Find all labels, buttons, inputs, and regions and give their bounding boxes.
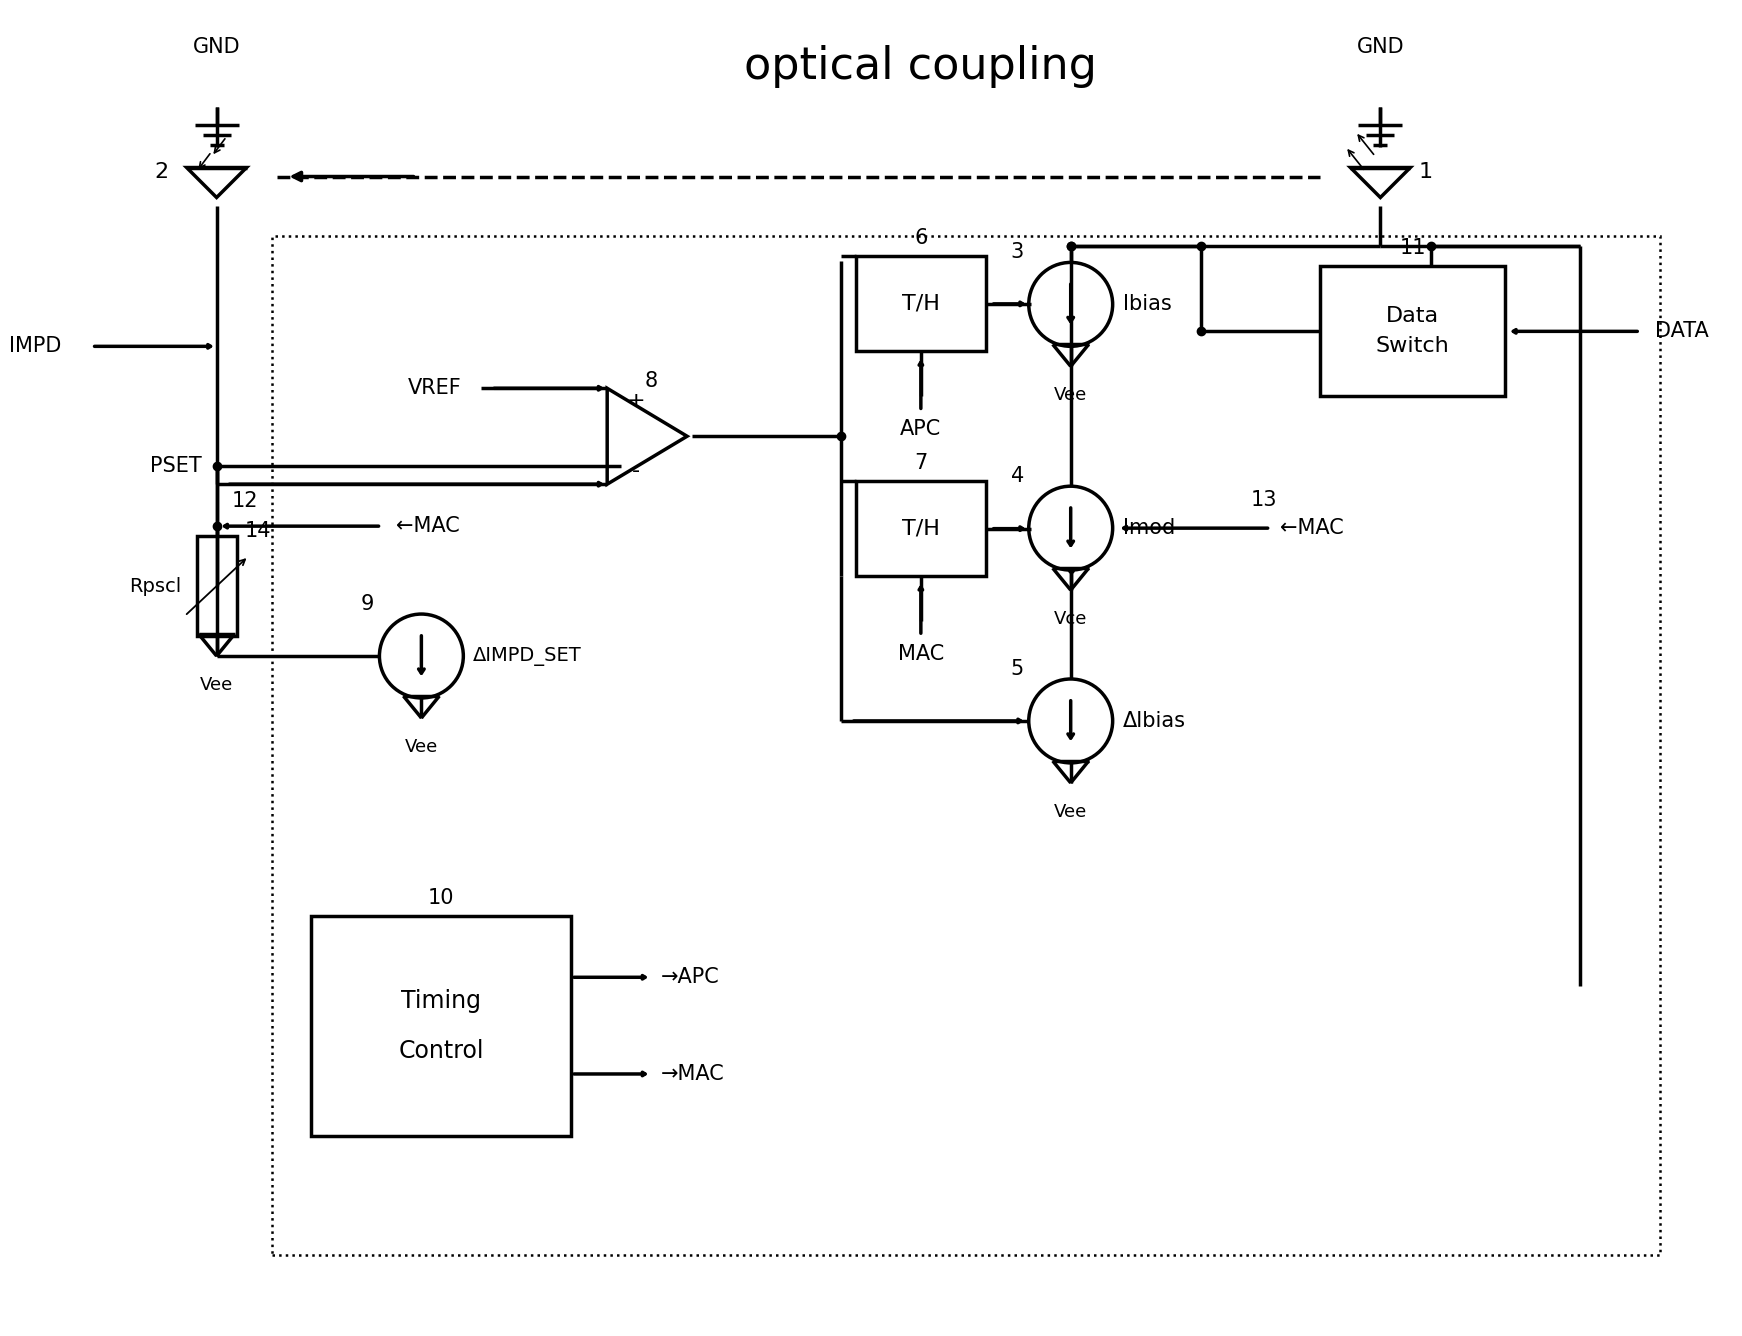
Text: 14: 14 [244,521,272,541]
Text: →MAC: →MAC [662,1063,725,1083]
Text: GND: GND [1357,36,1404,56]
Text: Vee: Vee [200,676,233,693]
Text: VREF: VREF [408,378,462,398]
Text: 4: 4 [1010,466,1024,486]
Text: 3: 3 [1010,242,1024,262]
Text: ←MAC: ←MAC [1280,518,1345,538]
Text: 11: 11 [1399,238,1427,258]
Text: 6: 6 [915,228,927,248]
Text: +: + [627,391,646,411]
Text: optical coupling: optical coupling [744,45,1097,88]
Text: Vce: Vce [1054,611,1087,628]
Text: -: - [632,461,641,481]
Text: MAC: MAC [897,644,944,664]
Bar [197,536,237,636]
Text: GND: GND [193,36,240,56]
Circle shape [1030,679,1113,763]
Bar [855,481,986,576]
Text: →APC: →APC [662,967,719,987]
Text: DATA: DATA [1655,322,1709,342]
Circle shape [380,615,463,697]
Text: Control: Control [399,1038,484,1062]
Text: T/H: T/H [902,294,939,314]
Text: 12: 12 [232,492,258,512]
Text: Switch: Switch [1376,337,1449,357]
Text: ΔIbias: ΔIbias [1122,711,1186,731]
Text: PSET: PSET [150,456,202,476]
Text: APC: APC [901,420,941,440]
Text: ←MAC: ←MAC [397,516,460,536]
Text: IMPD: IMPD [9,337,61,357]
Text: Vee: Vee [1054,386,1087,405]
Text: Vee: Vee [1054,803,1087,820]
Circle shape [1030,486,1113,570]
Circle shape [1030,262,1113,346]
Text: Data: Data [1387,306,1439,326]
Text: ΔIMPD_SET: ΔIMPD_SET [474,647,582,665]
Text: Imod: Imod [1122,518,1174,538]
Text: 2: 2 [155,162,169,182]
Text: Timing: Timing [401,989,481,1013]
Text: 8: 8 [645,371,658,391]
Text: 1: 1 [1418,162,1432,182]
Bar [272,236,1660,1256]
Text: 13: 13 [1251,490,1277,510]
Text: Rpscl: Rpscl [129,577,181,596]
Bar [1320,266,1505,397]
Text: Vee: Vee [404,737,437,756]
Bar [855,257,986,351]
Bar [312,915,571,1136]
Text: T/H: T/H [902,518,939,538]
Text: 9: 9 [361,595,375,615]
Text: 5: 5 [1010,659,1024,679]
Text: 10: 10 [429,887,455,907]
Text: Ibias: Ibias [1122,294,1171,314]
Text: 7: 7 [915,453,927,473]
